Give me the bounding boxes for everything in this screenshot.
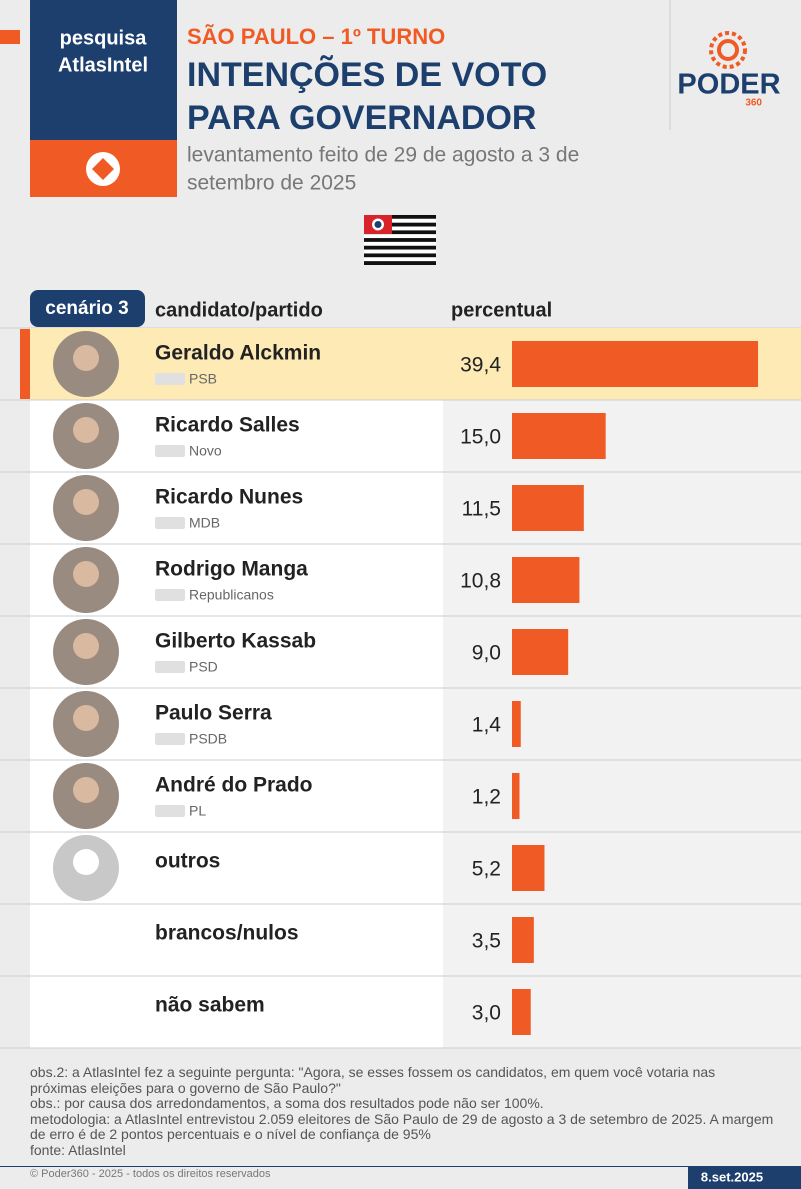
candidate-name: Ricardo Salles <box>155 414 300 437</box>
candidate-name: não sabem <box>155 994 265 1017</box>
avatar-head <box>73 489 99 515</box>
value-label: 11,5 <box>462 498 501 521</box>
candidate-name: brancos/nulos <box>155 922 299 945</box>
party-icon <box>155 589 185 601</box>
value-label: 15,0 <box>460 426 501 449</box>
badge-icon <box>92 158 114 180</box>
candidate-name: Rodrigo Manga <box>155 558 308 581</box>
kicker: SÃO PAULO – 1º TURNO <box>187 24 445 49</box>
party-icon <box>155 805 185 817</box>
copyright: © Poder360 - 2025 - todos os direitos re… <box>30 1168 271 1180</box>
avatar-head <box>73 345 99 371</box>
date-box <box>688 1166 801 1189</box>
badge-box <box>30 0 177 140</box>
party-name: PL <box>189 803 206 819</box>
avatar-head <box>73 561 99 587</box>
subtitle: levantamento feito de 29 de agosto a 3 d… <box>187 144 579 167</box>
avatar-head <box>73 705 99 731</box>
bar <box>512 413 606 459</box>
column-label: candidato/partido <box>155 299 323 321</box>
party-name: Novo <box>189 443 222 459</box>
flag-stripe <box>364 253 436 258</box>
flag-stripe <box>364 261 436 265</box>
logo-sun <box>709 31 747 69</box>
note: obs.: por causa dos arredondamentos, a s… <box>30 1095 544 1111</box>
note: metodologia: a AtlasIntel entrevistou 2.… <box>30 1110 774 1142</box>
bar <box>512 341 759 387</box>
bar <box>512 845 545 891</box>
party-name: MDB <box>189 515 220 531</box>
candidate-name: André do Prado <box>155 774 313 797</box>
scenario-badge <box>30 290 145 327</box>
value-label: 1,4 <box>472 714 502 737</box>
candidate-name: Geraldo Alckmin <box>155 342 321 365</box>
subtitle: setembro de 2025 <box>187 172 356 195</box>
value-label: 3,5 <box>472 930 501 953</box>
flag-emblem <box>374 221 382 228</box>
flag-stripe <box>364 238 436 242</box>
value-label: 1,2 <box>472 786 501 809</box>
party-name: PSB <box>189 371 217 387</box>
logo: PODER <box>677 69 780 101</box>
flag-stripe <box>364 218 436 223</box>
bar <box>512 917 534 963</box>
avatar-head <box>73 417 99 443</box>
candidate-name: outros <box>155 850 220 873</box>
flag-stripe <box>364 230 436 235</box>
value-label: 10,8 <box>460 570 501 593</box>
footer-line <box>0 1166 801 1167</box>
badge-text: pesquisa <box>60 27 148 49</box>
flag-stripe <box>364 249 436 254</box>
chart-title: INTENÇÕES DE VOTO <box>187 56 547 94</box>
party-name: PSD <box>189 659 218 675</box>
column-label: percentual <box>451 299 552 321</box>
flag-stripe <box>364 226 436 231</box>
party-name: Republicanos <box>189 587 274 603</box>
notes: obs.2: a AtlasIntel fez a seguinte pergu… <box>30 1064 775 1158</box>
bar <box>512 485 584 531</box>
bar <box>512 989 531 1035</box>
flag-stripe <box>364 234 436 239</box>
note: fonte: AtlasIntel <box>30 1141 126 1158</box>
chart-title: PARA GOVERNADOR <box>187 99 536 137</box>
candidate-name: Gilberto Kassab <box>155 630 316 653</box>
flag <box>364 215 436 265</box>
badge-text: AtlasIntel <box>58 54 148 76</box>
accent <box>0 30 20 44</box>
scenario: cenário 3 <box>45 298 128 319</box>
flag-stripe <box>364 215 436 219</box>
value-label: 39,4 <box>460 354 501 377</box>
avatar-head <box>73 633 99 659</box>
highlight-marker <box>20 329 30 399</box>
party-name: PSDB <box>189 731 227 747</box>
bar <box>512 629 569 675</box>
date: 8.set.2025 <box>701 1169 763 1184</box>
party-icon <box>155 661 185 673</box>
value-label: 5,2 <box>472 858 501 881</box>
logo-sub: 360 <box>745 98 762 109</box>
flag-stripe <box>364 257 436 262</box>
candidate-name: Paulo Serra <box>155 702 272 725</box>
party-icon <box>155 445 185 457</box>
bar <box>512 557 580 603</box>
avatar-head <box>73 849 99 875</box>
bar <box>512 773 520 819</box>
party-icon <box>155 373 185 385</box>
flag-stripe <box>364 222 436 227</box>
flag-stripe <box>364 245 436 250</box>
party-icon <box>155 733 185 745</box>
avatar-head <box>73 777 99 803</box>
candidate-name: Ricardo Nunes <box>155 486 303 509</box>
value-label: 3,0 <box>472 1002 501 1025</box>
note: obs.2: a AtlasIntel fez a seguinte pergu… <box>30 1064 716 1096</box>
bar <box>512 701 521 747</box>
value-label: 9,0 <box>472 642 501 665</box>
party-icon <box>155 517 185 529</box>
flag-stripe <box>364 241 436 246</box>
